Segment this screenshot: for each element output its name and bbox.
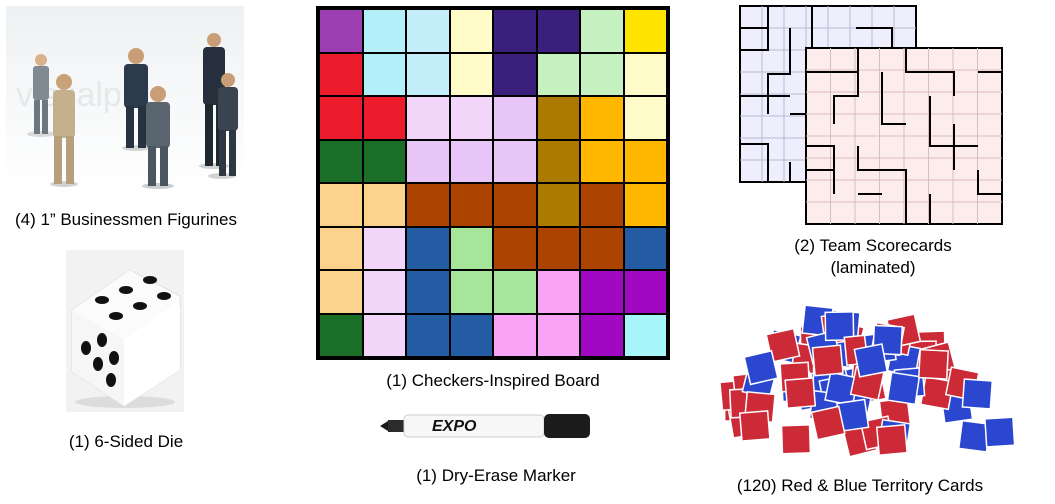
board-square xyxy=(319,52,363,96)
board-square xyxy=(362,52,406,96)
board-square xyxy=(362,9,406,53)
cards-caption: (120) Red & Blue Territory Cards xyxy=(736,476,984,495)
red-card xyxy=(875,424,908,456)
scorecards xyxy=(738,4,1006,226)
red-card xyxy=(810,405,846,441)
board-square xyxy=(623,139,667,183)
board-square xyxy=(406,9,450,53)
territory-cards xyxy=(680,292,1030,462)
board-square xyxy=(449,226,493,270)
board-square xyxy=(493,52,537,96)
board-square xyxy=(580,183,624,227)
board-square xyxy=(623,270,667,314)
board-square xyxy=(536,270,580,314)
board-square xyxy=(406,313,450,357)
blue-card xyxy=(824,311,855,342)
checkers-board xyxy=(316,6,670,360)
board-square xyxy=(493,139,537,183)
board-square xyxy=(362,226,406,270)
board-square xyxy=(580,226,624,270)
figurine-icon xyxy=(27,54,55,137)
board-square xyxy=(536,183,580,227)
board-square xyxy=(580,52,624,96)
board-square xyxy=(580,96,624,140)
board-square xyxy=(449,9,493,53)
board-square xyxy=(493,96,537,140)
board-square xyxy=(536,9,580,53)
board-square xyxy=(362,183,406,227)
board-square xyxy=(319,226,363,270)
board-square xyxy=(449,139,493,183)
marker-photo: EXPO xyxy=(380,408,595,444)
board-square xyxy=(406,96,450,140)
board-square xyxy=(362,96,406,140)
figurines-photo: visualph xyxy=(6,6,244,192)
board-square xyxy=(623,96,667,140)
board-square xyxy=(580,270,624,314)
blue-card xyxy=(853,343,889,378)
scorecards-caption-line2: (laminated) xyxy=(830,258,916,277)
scorecard-red xyxy=(805,47,1003,225)
board-square xyxy=(493,270,537,314)
board-square xyxy=(406,270,450,314)
board-square xyxy=(449,183,493,227)
blue-card xyxy=(886,371,921,406)
board-square xyxy=(536,226,580,270)
board-square xyxy=(493,226,537,270)
figurine-icon xyxy=(122,48,150,151)
marker-caption: (1) Dry-Erase Marker xyxy=(416,466,576,485)
board-square xyxy=(536,52,580,96)
board-square xyxy=(319,183,363,227)
board-square xyxy=(580,139,624,183)
board-square xyxy=(623,52,667,96)
figurine-icon xyxy=(208,73,238,179)
board-square xyxy=(623,226,667,270)
board-square xyxy=(406,226,450,270)
figurines-caption: (4) 1” Businessmen Figurines xyxy=(14,210,238,229)
board-square xyxy=(449,270,493,314)
board-square xyxy=(319,139,363,183)
red-card xyxy=(780,424,812,455)
blue-card xyxy=(984,416,1016,448)
die-pips-icon xyxy=(81,276,171,387)
board-square xyxy=(362,270,406,314)
die-photo xyxy=(66,250,184,412)
board-square xyxy=(623,183,667,227)
board-square xyxy=(493,313,537,357)
red-card xyxy=(738,410,771,442)
board-square xyxy=(406,183,450,227)
board-square xyxy=(536,313,580,357)
board-square xyxy=(493,9,537,53)
board-square xyxy=(623,313,667,357)
board-square xyxy=(536,139,580,183)
board-square xyxy=(406,139,450,183)
board-square xyxy=(319,9,363,53)
board-square xyxy=(580,313,624,357)
red-card xyxy=(811,344,844,377)
board-square xyxy=(536,96,580,140)
board-square xyxy=(449,96,493,140)
board-square xyxy=(362,139,406,183)
board-square xyxy=(493,183,537,227)
board-square xyxy=(580,9,624,53)
board-square xyxy=(449,313,493,357)
red-card xyxy=(765,327,801,363)
scorecards-caption-line1: (2) Team Scorecards xyxy=(794,236,952,255)
board-caption: (1) Checkers-Inspired Board xyxy=(386,371,600,390)
figurine-icon xyxy=(50,74,78,187)
board-square xyxy=(362,313,406,357)
board-square xyxy=(319,270,363,314)
blue-card xyxy=(961,378,994,410)
marker-brand: EXPO xyxy=(432,418,477,435)
red-card xyxy=(784,377,817,409)
blue-card xyxy=(743,349,779,386)
board-square xyxy=(406,52,450,96)
board-square xyxy=(623,9,667,53)
board-square xyxy=(319,313,363,357)
board-square xyxy=(449,52,493,96)
figurine-icon xyxy=(142,86,174,189)
red-card xyxy=(917,348,949,380)
die-caption: (1) 6-Sided Die xyxy=(68,432,184,451)
board-square xyxy=(319,96,363,140)
